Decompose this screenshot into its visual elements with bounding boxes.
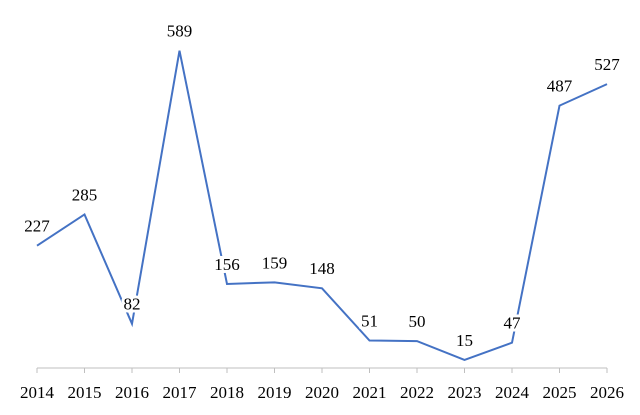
x-tick-label: 2018 — [210, 383, 244, 402]
value-label: 285 — [72, 185, 98, 204]
x-tick-label: 2021 — [353, 383, 387, 402]
x-tick-label: 2014 — [20, 383, 55, 402]
value-label: 589 — [167, 22, 193, 41]
x-tick-label: 2016 — [115, 383, 149, 402]
value-label: 51 — [361, 311, 378, 330]
value-label: 487 — [547, 77, 573, 96]
x-tick-label: 2017 — [163, 383, 198, 402]
value-label: 148 — [309, 259, 335, 278]
x-tick-label: 2015 — [68, 383, 102, 402]
value-label: 15 — [456, 331, 473, 350]
x-tick-label: 2019 — [258, 383, 292, 402]
value-label: 82 — [124, 295, 141, 314]
x-tick-label: 2022 — [400, 383, 434, 402]
x-tick-label: 2025 — [543, 383, 577, 402]
value-label: 50 — [409, 312, 426, 331]
value-label: 527 — [594, 55, 620, 74]
line — [36, 50, 608, 361]
value-label: 227 — [24, 217, 50, 236]
value-label: 156 — [214, 255, 240, 274]
x-tick-label: 2024 — [495, 383, 530, 402]
value-label: 47 — [504, 314, 522, 333]
value-label: 159 — [262, 253, 288, 272]
x-tick-label: 2020 — [305, 383, 339, 402]
x-tick-label: 2023 — [448, 383, 482, 402]
x-tick-label: 2026 — [590, 383, 624, 402]
